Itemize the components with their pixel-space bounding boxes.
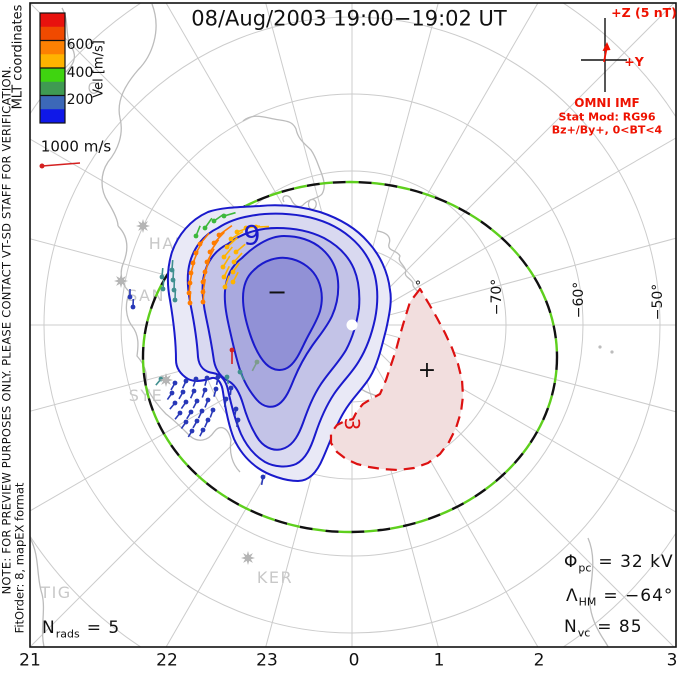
- mlt-hour-label-23: 23: [256, 650, 278, 671]
- latitude-degree-mark: °: [414, 279, 422, 295]
- radar-star-icon: [159, 373, 173, 387]
- plot-frame: [29, 2, 677, 648]
- stat-symbol: Λ: [566, 586, 579, 606]
- negative-contour-label: 9: [243, 220, 261, 252]
- imf-condition-label: Bz+/By+, 0<BT<4: [551, 123, 663, 137]
- latitude-label: −50°: [650, 283, 666, 321]
- stat-value: = −64°: [603, 586, 674, 606]
- imf-model-label: Stat Mod: RG96: [558, 110, 656, 124]
- magnetic-pole-marker: [346, 319, 358, 331]
- coordinate-system-label: MLT coordinates: [10, 4, 26, 110]
- radar-star-icon: [241, 551, 255, 565]
- stat-vector-count: Nvc = 85: [564, 617, 643, 639]
- mlt-hour-label-22: 22: [156, 650, 178, 671]
- stat-symbol: Φ: [564, 552, 579, 572]
- stat-radar-count: Nrads = 5: [42, 618, 120, 640]
- imf-dial: [581, 18, 627, 92]
- stat-subscript: vc: [577, 626, 591, 640]
- stat-hm-boundary-latitude: ΛHM = −64°: [566, 586, 673, 608]
- preview-note: NOTE: FOR PREVIEW PURPOSES ONLY. PLEASE …: [0, 65, 14, 595]
- colorbar-tick-600: 600: [66, 37, 94, 53]
- colorbar-tick-200: 200: [66, 92, 94, 108]
- radar-star-icon: [114, 274, 128, 288]
- fit-order-note: FitOrder: 8, mapEX format: [12, 482, 27, 634]
- reference-vector: [39, 162, 81, 169]
- mlt-hour-label-1: 1: [433, 650, 445, 671]
- positive-potential-cell: [329, 287, 465, 472]
- stat-subscript: pc: [578, 561, 592, 575]
- stat-subscript: rads: [55, 627, 80, 641]
- stat-value: = 5: [86, 618, 121, 638]
- imf-y-axis-label: +Y: [624, 53, 644, 69]
- mlt-hour-label-0: 0: [348, 650, 360, 671]
- stat-symbol: N: [564, 617, 578, 637]
- stat-symbol: N: [42, 618, 56, 638]
- page-title: 08/Aug/2003 19:00−19:02 UT: [191, 6, 507, 31]
- latitude-label: −70°: [489, 278, 505, 316]
- negative-cell-sign: −: [266, 278, 288, 306]
- radar-star-markers: [114, 219, 255, 565]
- islet-mark: [610, 350, 614, 354]
- mlt-hour-label-2: 2: [533, 650, 545, 671]
- stat-subscript: HM: [578, 595, 597, 609]
- radar-star-icon: [136, 219, 150, 233]
- imf-source-label: OMNI IMF: [574, 96, 640, 110]
- positive-cell-sign: +: [417, 358, 437, 383]
- velocity-colorbar: [39, 12, 66, 124]
- station-label-tig: TIG: [40, 583, 72, 602]
- islet-mark: [598, 345, 602, 349]
- hm-boundary: [141, 180, 559, 534]
- mlt-hour-label-21: 21: [19, 650, 41, 671]
- mlt-hour-label-3: 3: [666, 650, 678, 671]
- colorbar-axis-label: Vel [m/s]: [91, 40, 107, 98]
- colorbar-tick-400: 400: [66, 65, 94, 81]
- velocity-vectors: [127, 211, 270, 486]
- positive-contour-label: 3: [340, 417, 364, 431]
- latitude-label: −60°: [571, 281, 587, 319]
- stat-value: = 32 kV: [598, 552, 674, 572]
- stat-cross-polar-cap-potential: Φpc = 32 kV: [564, 552, 674, 574]
- imf-z-axis-label: +Z (5 nT): [611, 4, 677, 20]
- reference-vector-label: 1000 m/s: [40, 137, 112, 156]
- stat-value: = 85: [597, 617, 643, 637]
